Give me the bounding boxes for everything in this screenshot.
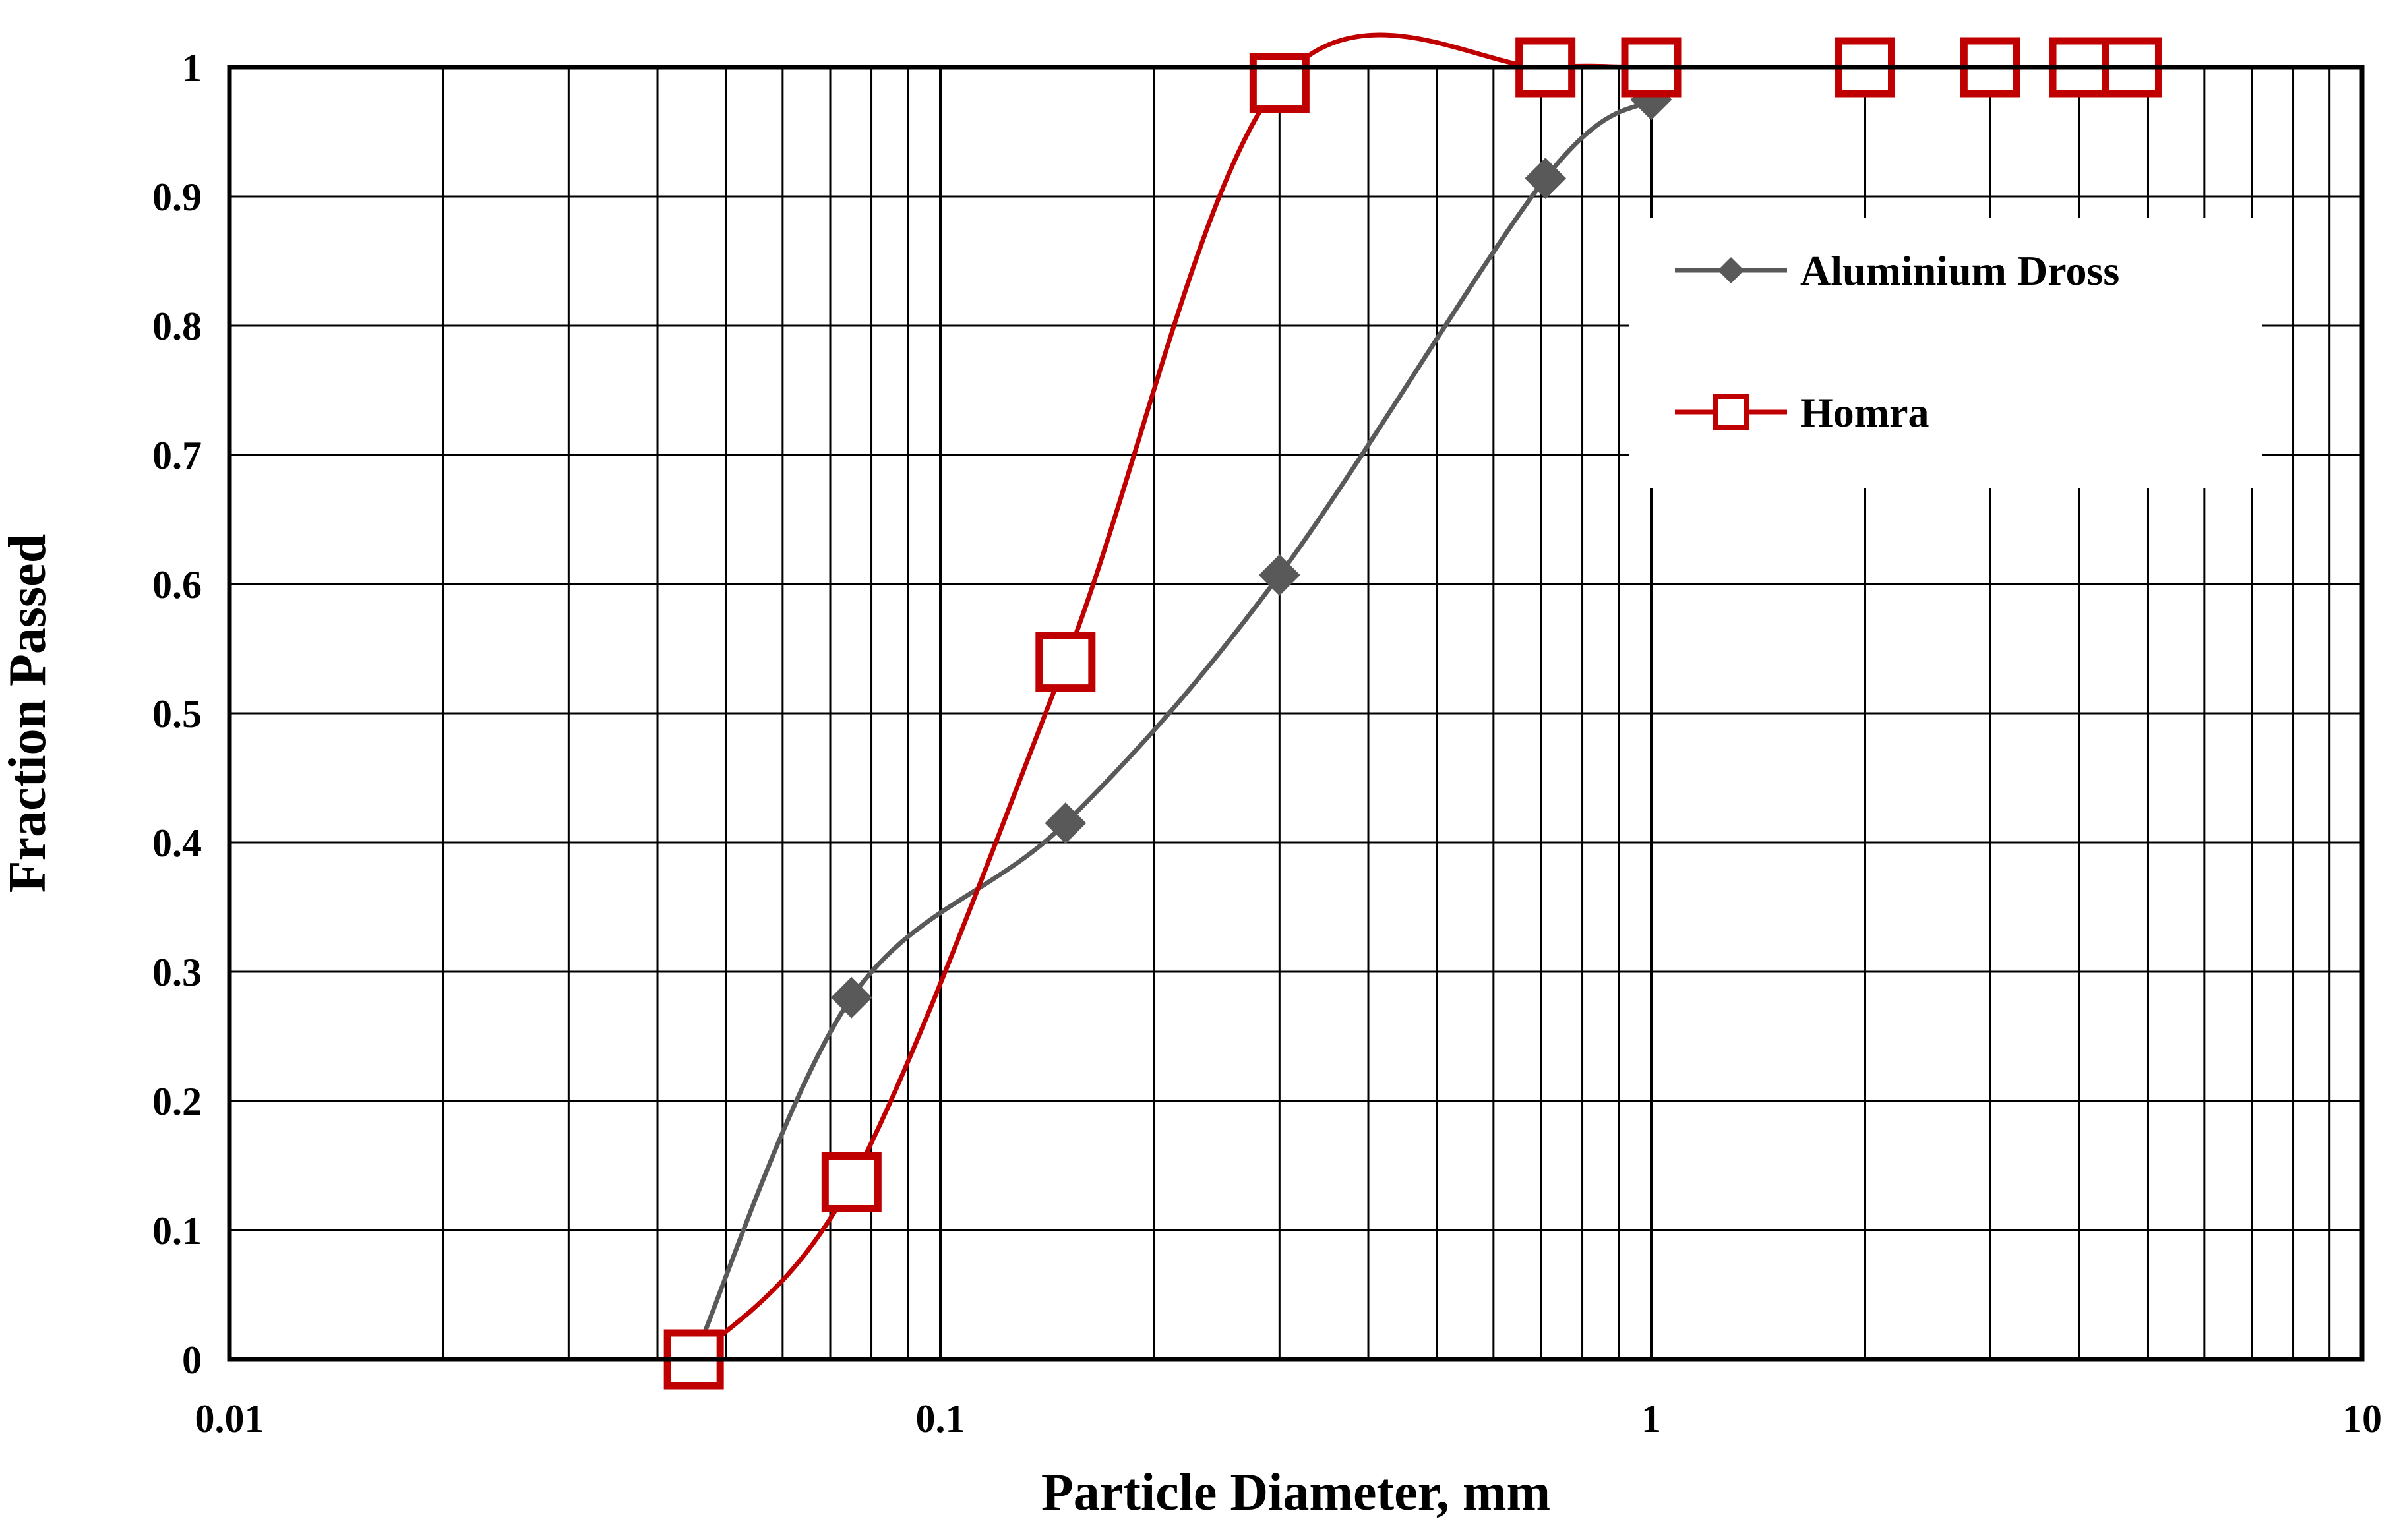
y-tick-label-3: 0.3 bbox=[152, 951, 202, 994]
legend-marker-aluminium-dross bbox=[1718, 257, 1744, 283]
y-tick-label-1: 0.1 bbox=[152, 1209, 202, 1253]
series-line-aluminium-dross bbox=[691, 98, 1653, 1361]
point-homra-2 bbox=[1035, 632, 1096, 692]
point-aluminium-dross-2 bbox=[1045, 802, 1087, 844]
y-tick-label-8: 0.8 bbox=[152, 305, 202, 348]
legend-label-homra: Homra bbox=[1800, 389, 1929, 436]
y-tick-label-0: 0 bbox=[182, 1338, 202, 1382]
x-tick-label-2: 1 bbox=[1641, 1397, 1661, 1440]
y-tick-label-5: 0.5 bbox=[152, 692, 202, 736]
point-aluminium-dross-1 bbox=[830, 976, 872, 1019]
x-tick-label-3: 10 bbox=[2342, 1397, 2382, 1440]
x-tick-label-1: 0.1 bbox=[916, 1397, 965, 1440]
y-tick-label-10: 1 bbox=[182, 46, 202, 90]
legend: Aluminium Dross Homra bbox=[1629, 218, 2262, 488]
y-tick-label-6: 0.6 bbox=[152, 563, 202, 607]
y-axis-title: Fraction Passed bbox=[0, 534, 57, 893]
legend-square-marker bbox=[1713, 394, 1749, 430]
legend-label-aluminium-dross: Aluminium Dross bbox=[1800, 247, 2119, 294]
legend-diamond-marker bbox=[1718, 257, 1744, 283]
y-tick-label-4: 0.4 bbox=[152, 821, 202, 865]
legend-marker-homra bbox=[1713, 394, 1749, 430]
point-aluminium-dross-3 bbox=[1258, 554, 1300, 596]
x-axis-title: Particle Diameter, mm bbox=[1041, 1464, 1550, 1522]
ticks: 0 0.1 0.2 0.3 0.4 0.5 0.6 0.7 0.8 0.9 1 0.01 0.1 1 10 bbox=[152, 46, 2382, 1440]
y-tick-label-7: 0.7 bbox=[152, 434, 202, 477]
x-tick-label-0: 0.01 bbox=[195, 1397, 264, 1440]
point-homra-1 bbox=[821, 1152, 882, 1212]
y-tick-label-9: 0.9 bbox=[152, 175, 202, 219]
plot-frame bbox=[227, 65, 2365, 1362]
point-aluminium-dross-4 bbox=[1525, 158, 1567, 199]
point-homra-3 bbox=[1249, 53, 1310, 113]
y-tick-label-2: 0.2 bbox=[152, 1080, 202, 1123]
